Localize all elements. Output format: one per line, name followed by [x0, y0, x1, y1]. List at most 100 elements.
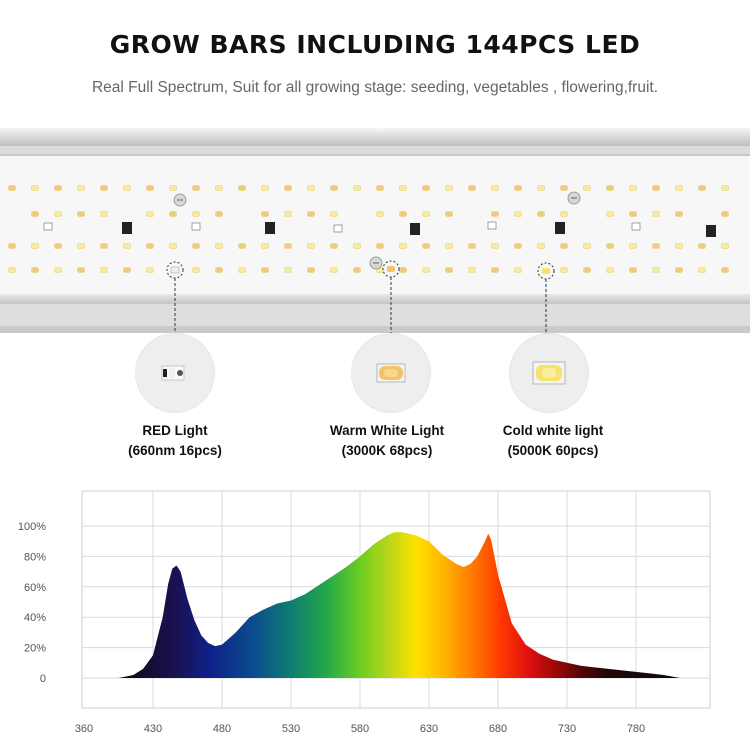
cold-white-led — [583, 243, 591, 249]
warm-white-led — [445, 267, 453, 273]
x-axis-ticks: 360 430 480 530 580 630 680 730 780 — [75, 723, 645, 735]
cold-white-led — [491, 185, 499, 191]
cold-white-led — [399, 243, 407, 249]
cold-white-led — [652, 211, 660, 217]
cold-white-led-icon — [532, 361, 566, 385]
warm-white-led — [422, 185, 430, 191]
warm-white-led — [77, 267, 85, 273]
cold-white-led — [721, 243, 729, 249]
cold-white-led-highlight — [542, 268, 550, 274]
cold-white-led — [606, 211, 614, 217]
driver-chip — [555, 222, 565, 234]
warm-white-led — [445, 211, 453, 217]
cold-white-led — [31, 185, 39, 191]
warm-white-led — [307, 267, 315, 273]
warm-white-led — [491, 267, 499, 273]
warm-white-led — [261, 267, 269, 273]
cold-white-led — [261, 243, 269, 249]
cold-white-led — [353, 185, 361, 191]
warm-white-led — [284, 243, 292, 249]
warm-white-led — [8, 185, 16, 191]
spectrum-chart: 0 20% 40% 60% 80% 100% 360 430 480 530 580 630 680 7… — [18, 490, 711, 735]
cold-white-led — [537, 185, 545, 191]
warm-white-led-highlight — [387, 266, 395, 272]
cold-white-led — [146, 211, 154, 217]
warm-white-led — [468, 243, 476, 249]
driver-chip — [122, 222, 132, 234]
warm-white-led — [8, 243, 16, 249]
cold-white-led — [353, 243, 361, 249]
cold-white-led — [422, 211, 430, 217]
cold-white-led — [54, 267, 62, 273]
cold-white-led — [445, 243, 453, 249]
x-tick-label: 680 — [489, 723, 507, 735]
warm-white-led — [146, 185, 154, 191]
warm-white-led — [698, 185, 706, 191]
cold-white-name: Cold white light — [502, 423, 604, 438]
warm-white-led — [537, 211, 545, 217]
y-tick-label: 0 — [40, 673, 46, 685]
warm-white-led — [54, 243, 62, 249]
cold-white-led — [491, 243, 499, 249]
warm-white-led — [675, 267, 683, 273]
cold-white-led — [284, 211, 292, 217]
cold-white-led — [514, 211, 522, 217]
small-component — [191, 222, 201, 231]
warm-white-led — [376, 185, 384, 191]
warm-white-led — [77, 211, 85, 217]
cold-white-led — [422, 267, 430, 273]
cold-white-led — [123, 185, 131, 191]
small-component — [333, 224, 343, 233]
warm-white-led-icon — [376, 363, 406, 383]
cold-white-led — [169, 185, 177, 191]
led-array — [8, 185, 729, 274]
cold-white-led — [261, 185, 269, 191]
driver-chip — [410, 223, 420, 235]
y-tick-label: 100% — [18, 521, 46, 533]
warm-white-led — [468, 185, 476, 191]
warm-white-led — [491, 211, 499, 217]
warm-white-led — [238, 243, 246, 249]
small-component — [487, 221, 497, 230]
cold-white-led — [560, 211, 568, 217]
cold-white-led — [100, 267, 108, 273]
small-component — [43, 222, 53, 231]
red-light-detail: (660nm 16pcs) — [128, 443, 222, 458]
cold-white-led — [399, 185, 407, 191]
cold-white-led — [560, 267, 568, 273]
x-tick-label: 630 — [420, 723, 438, 735]
cold-white-led — [606, 267, 614, 273]
cold-white-led — [31, 243, 39, 249]
warm-white-label: Warm White Light (3000K 68pcs) — [287, 421, 487, 461]
red-light-name: RED Light — [142, 423, 208, 438]
warm-white-led — [238, 185, 246, 191]
cold-white-led — [307, 243, 315, 249]
cold-white-led — [445, 185, 453, 191]
warm-white-led — [215, 267, 223, 273]
page-subtitle: Real Full Spectrum, Suit for all growing… — [91, 79, 659, 96]
x-tick-label: 430 — [144, 723, 162, 735]
red-light-label: RED Light (660nm 16pcs) — [75, 421, 275, 461]
warm-white-led — [583, 267, 591, 273]
cold-white-led — [215, 243, 223, 249]
cold-white-led — [100, 211, 108, 217]
warm-white-led — [652, 243, 660, 249]
warm-white-led — [215, 211, 223, 217]
callout-leader-red — [166, 261, 184, 333]
driver-chip — [265, 222, 275, 234]
warm-white-name: Warm White Light — [329, 423, 445, 438]
x-tick-label: 480 — [213, 723, 231, 735]
callout-leader-cold — [537, 262, 555, 333]
warm-white-led — [560, 243, 568, 249]
warm-white-led — [514, 243, 522, 249]
cold-white-led — [238, 267, 246, 273]
warm-white-led — [606, 243, 614, 249]
warm-white-led — [100, 185, 108, 191]
red-led-callout — [135, 333, 215, 413]
red-led-icon — [161, 365, 185, 381]
callout-leader-warm — [382, 260, 400, 333]
warm-white-led — [353, 267, 361, 273]
x-tick-label: 530 — [282, 723, 300, 735]
warm-white-led — [330, 243, 338, 249]
warm-white-led — [284, 185, 292, 191]
